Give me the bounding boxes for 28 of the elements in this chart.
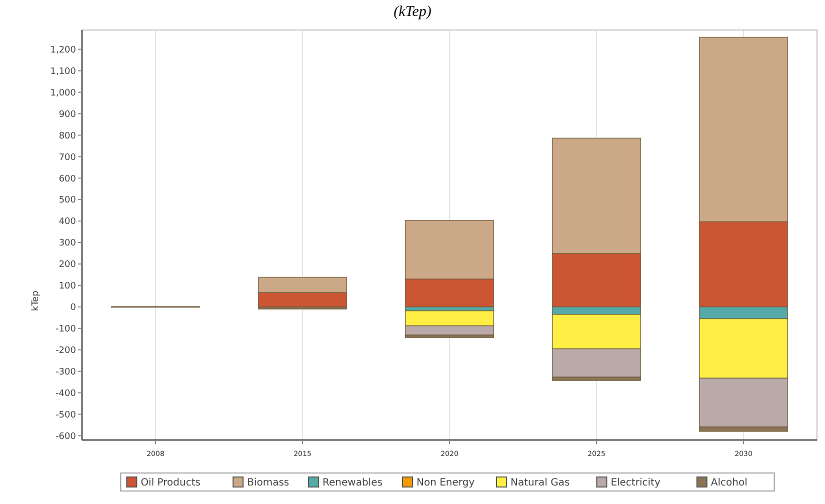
legend-label: Non Energy — [416, 478, 475, 488]
chart-title: (kTep) — [394, 4, 432, 20]
legend-label: Natural Gas — [510, 478, 570, 488]
y-tick-label: -300 — [56, 367, 76, 378]
legend-label: Oil Products — [140, 478, 200, 488]
y-tick-label: 600 — [58, 174, 76, 184]
y-axis-title: kTep — [31, 290, 41, 312]
y-tick-label: -100 — [56, 324, 76, 335]
y-tick-label: 700 — [58, 152, 76, 163]
y-tick-label: 300 — [58, 238, 76, 249]
legend-label: Alcohol — [710, 478, 748, 488]
y-tick-label: 900 — [58, 110, 76, 120]
y-tick-label: 800 — [58, 131, 76, 142]
legend-label: Electricity — [610, 478, 660, 488]
y-tick-label: -600 — [56, 432, 76, 442]
y-tick-label: 500 — [58, 196, 76, 206]
y-tick-label: 0 — [70, 303, 76, 314]
legend-label: Renewables — [322, 478, 382, 488]
y-tick-label: 1,000 — [50, 88, 76, 98]
y-tick-label: 400 — [58, 217, 76, 228]
y-tick-label: 200 — [58, 260, 76, 270]
y-tick-label: 1,200 — [50, 45, 76, 56]
y-tick-label: -500 — [56, 410, 76, 420]
legend-label: Biomass — [247, 478, 290, 488]
y-tick-label: -400 — [56, 388, 76, 399]
y-tick-label: 1,100 — [50, 66, 76, 77]
y-tick-label: 100 — [58, 282, 76, 292]
y-tick-label: -200 — [56, 346, 76, 356]
